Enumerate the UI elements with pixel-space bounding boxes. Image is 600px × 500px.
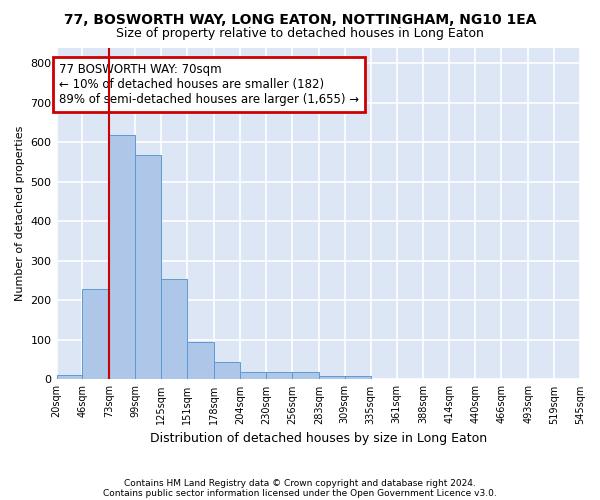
Bar	[161, 280, 187, 380]
Bar	[266, 372, 292, 380]
X-axis label: Distribution of detached houses by size in Long Eaton: Distribution of detached houses by size …	[150, 432, 487, 445]
Text: 77 BOSWORTH WAY: 70sqm
← 10% of detached houses are smaller (182)
89% of semi-de: 77 BOSWORTH WAY: 70sqm ← 10% of detached…	[59, 64, 359, 106]
Bar	[240, 372, 266, 380]
Bar	[292, 372, 319, 380]
Bar	[56, 376, 82, 380]
Bar	[136, 155, 161, 380]
Bar	[82, 290, 109, 380]
Bar	[187, 342, 214, 380]
Bar	[319, 376, 344, 380]
Y-axis label: Number of detached properties: Number of detached properties	[15, 126, 25, 301]
Bar	[214, 362, 240, 380]
Bar	[344, 376, 371, 380]
Text: 77, BOSWORTH WAY, LONG EATON, NOTTINGHAM, NG10 1EA: 77, BOSWORTH WAY, LONG EATON, NOTTINGHAM…	[64, 12, 536, 26]
Text: Contains public sector information licensed under the Open Government Licence v3: Contains public sector information licen…	[103, 488, 497, 498]
Text: Contains HM Land Registry data © Crown copyright and database right 2024.: Contains HM Land Registry data © Crown c…	[124, 478, 476, 488]
Bar	[109, 135, 136, 380]
Text: Size of property relative to detached houses in Long Eaton: Size of property relative to detached ho…	[116, 28, 484, 40]
